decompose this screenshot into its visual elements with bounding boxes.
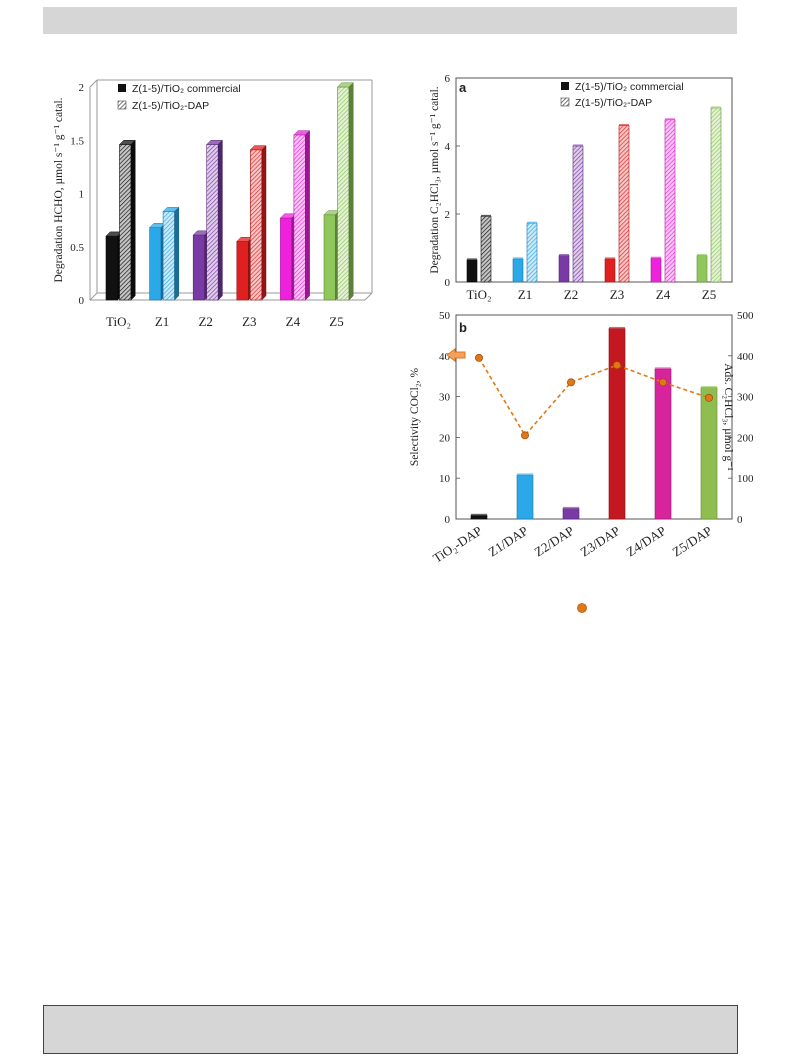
x-category-label: Z5/DAP (670, 523, 715, 560)
x-category-label: Z2 (198, 314, 212, 329)
x-category-label: TiO₂-DAP (430, 523, 485, 566)
b-plot-frame (455, 314, 733, 520)
y-tick-label: 30 (439, 392, 451, 404)
y2-tick-label: 200 (737, 432, 754, 444)
a-legend: Z(1-5)/TiO₂ commercial Z(1-5)/TiO₂-DAP (560, 81, 684, 109)
x-category-label: Z4 (286, 314, 301, 329)
y-tick-label: 2 (445, 209, 451, 221)
bar-dap (526, 221, 538, 283)
y-tick-label: 2 (79, 82, 85, 94)
bar-commercial (604, 257, 616, 283)
bar-selectivity (562, 506, 580, 520)
x-category-label: TiO₂ (466, 287, 491, 302)
bar-dap (206, 139, 224, 301)
legend-swatch-dap (560, 97, 570, 107)
bar-dap (336, 82, 354, 301)
x-category-label: Z1 (155, 314, 169, 329)
y-tick-label: 0.5 (70, 242, 84, 254)
x-category-label: Z4/DAP (624, 523, 669, 560)
x-category-label: Z1/DAP (486, 523, 531, 560)
y-tick-label: 50 (439, 310, 451, 322)
y-tick-label: 1.5 (70, 135, 84, 147)
legend-label-commercial: Z(1-5)/TiO₂ commercial (132, 83, 241, 95)
y2-tick-label: 500 (737, 310, 754, 322)
bar-selectivity (654, 367, 672, 520)
footer-band (43, 1005, 738, 1054)
x-category-label: Z5 (702, 287, 716, 302)
bar-dap (118, 139, 136, 301)
bar-dap (710, 106, 722, 283)
adsorption-point (567, 378, 575, 387)
y2-tick-label: 400 (737, 351, 754, 363)
bar-dap (480, 214, 492, 283)
y-tick-label: 0 (445, 277, 451, 289)
legend-label-dap: Z(1-5)/TiO₂-DAP (575, 97, 652, 109)
bar-commercial (650, 256, 662, 283)
x-category-label: TiO₂ (106, 314, 131, 329)
bar-selectivity (608, 326, 626, 520)
legend-label-commercial: Z(1-5)/TiO₂ commercial (575, 81, 684, 93)
y-tick-label: 0 (445, 514, 451, 526)
bar-selectivity (470, 513, 488, 520)
chart-hcho-degradation: 0 0.5 1 1.5 2 TiO₂ Z1 Z2 Z3 Z4 Z5 Z(1-5)/TiO₂ com… (53, 79, 373, 329)
panel-letter-a: a (459, 80, 467, 95)
y-tick-label: 20 (439, 432, 451, 444)
b-y-axis-title: Selectivity COCl₂, % (409, 367, 421, 466)
legend-label-dap: Z(1-5)/TiO₂-DAP (132, 100, 209, 112)
adsorption-point (475, 353, 483, 362)
adsorption-point (521, 431, 529, 440)
chart-a-degradation: a 0 2 4 6 TiO₂ Z1 Z2 Z3 Z4 Z5 Z(1-5)/TiO₂ commer… (429, 73, 733, 302)
x-category-label: Z1 (518, 287, 532, 302)
bar-commercial (466, 258, 478, 283)
x-category-label: Z4 (656, 287, 671, 302)
bar-dap (572, 144, 584, 283)
marker-dot (577, 603, 587, 613)
bar-commercial (512, 257, 524, 283)
x-category-label: Z3/DAP (578, 523, 623, 560)
legend-swatch-dap (117, 100, 127, 110)
arrow-left-icon (446, 348, 466, 362)
y2-tick-label: 100 (737, 473, 754, 485)
y-tick-label: 6 (445, 73, 451, 85)
y-tick-label: 10 (439, 473, 451, 485)
x-category-label: Z5 (329, 314, 343, 329)
hcho-y-axis-title: Degradation HCHO, µmol s⁻¹ g⁻¹ catal. (53, 97, 65, 282)
bar-selectivity (700, 386, 718, 520)
hcho-legend: Z(1-5)/TiO₂ commercial Z(1-5)/TiO₂-DAP (117, 83, 241, 112)
a-plot-frame (455, 77, 733, 283)
adsorption-line (478, 357, 710, 437)
y2-tick-label: 300 (737, 392, 754, 404)
bar-commercial (696, 253, 708, 283)
bar-dap (293, 130, 311, 301)
bar-dap (162, 206, 180, 301)
adsorption-point (705, 393, 713, 402)
y-tick-label: 0 (79, 295, 85, 307)
adsorption-point (659, 378, 667, 387)
bar-dap (618, 124, 630, 283)
bar-dap (664, 118, 676, 283)
a-y-axis-title: Degradation C₂HCl₃, µmol s⁻¹ g⁻¹ catal. (429, 86, 441, 273)
y-tick-label: 40 (439, 351, 451, 363)
bar-commercial (558, 253, 570, 283)
header-band (43, 7, 737, 34)
y-tick-label: 4 (445, 141, 451, 153)
y-tick-label: 1 (79, 189, 85, 201)
y2-tick-label: 0 (737, 514, 743, 526)
legend-swatch-commercial (118, 84, 126, 92)
x-category-label: Z3 (242, 314, 256, 329)
adsorption-point (613, 361, 621, 370)
hcho-plot-frame (89, 79, 373, 301)
bar-selectivity (516, 473, 534, 520)
x-category-label: Z3 (610, 287, 624, 302)
x-category-label: Z2 (564, 287, 578, 302)
bar-dap (249, 145, 267, 301)
panel-letter-b: b (459, 320, 467, 335)
b-y2-axis-title: Ads. C₂HCl₃, µmol g⁻¹ (722, 363, 734, 471)
x-category-label: Z2/DAP (532, 523, 577, 560)
legend-swatch-commercial (561, 82, 569, 90)
